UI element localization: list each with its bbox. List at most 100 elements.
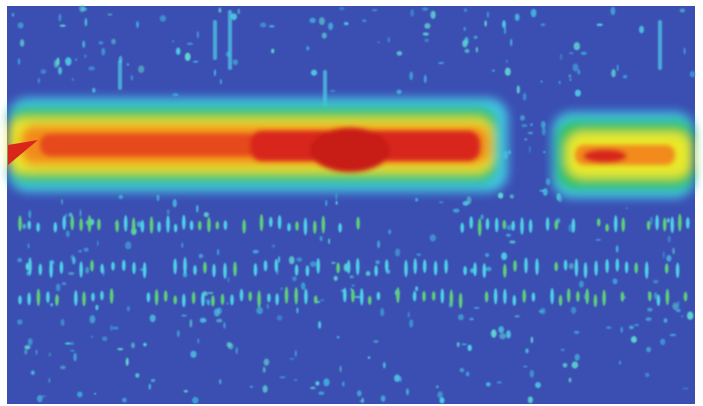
- speckle: [372, 9, 378, 11]
- speckle: [289, 358, 294, 360]
- speckle: [177, 330, 180, 337]
- harmonic-dot: [322, 216, 326, 234]
- speckle: [575, 90, 581, 97]
- speckle: [464, 8, 467, 12]
- speckle: [167, 209, 170, 214]
- harmonic-dot: [28, 257, 32, 275]
- harmonic-dot: [584, 262, 588, 278]
- speckle: [54, 60, 59, 68]
- harmonic-dot: [70, 215, 74, 230]
- speckle: [228, 277, 230, 282]
- speckle: [400, 376, 402, 382]
- speckle: [509, 240, 515, 243]
- harmonic-dot: [648, 291, 652, 301]
- speckle: [667, 218, 670, 223]
- speckle: [77, 392, 83, 398]
- speckle: [377, 240, 380, 248]
- speckle: [138, 65, 144, 73]
- speckle: [38, 78, 40, 83]
- speckle: [397, 90, 402, 95]
- harmonic-dot: [143, 262, 147, 278]
- harmonic-dot: [223, 263, 227, 279]
- speckle: [501, 252, 507, 260]
- speckle: [506, 59, 508, 63]
- harmonic-dot: [444, 259, 448, 273]
- harmonic-dot: [97, 219, 101, 231]
- speckle: [220, 79, 222, 84]
- harmonic-dot: [147, 292, 151, 302]
- harmonic-dot: [141, 220, 145, 232]
- speckle: [279, 376, 285, 378]
- band-main: [8, 98, 508, 192]
- speckle: [499, 333, 506, 339]
- harmonic-dot: [572, 218, 576, 232]
- speckle: [17, 258, 22, 262]
- harmonic-dot: [240, 289, 244, 301]
- speckle: [233, 59, 238, 65]
- speckle: [680, 9, 685, 13]
- harmonic-dot: [597, 218, 601, 226]
- speckle: [621, 327, 623, 333]
- harmonic-dot: [192, 292, 196, 304]
- speckle: [281, 287, 283, 290]
- speckle: [397, 51, 403, 56]
- harmonic-dot: [216, 221, 220, 229]
- streak: [213, 20, 217, 60]
- speckle: [524, 138, 527, 140]
- speckle: [388, 229, 391, 234]
- harmonic-dot: [625, 261, 629, 273]
- harmonic-dot: [27, 221, 31, 230]
- speckle: [78, 250, 82, 252]
- harmonic-dot: [36, 223, 40, 232]
- speckle: [181, 315, 186, 317]
- speckle: [410, 9, 414, 17]
- speckle: [666, 255, 671, 262]
- speckle: [458, 314, 464, 320]
- speckle: [645, 373, 650, 377]
- harmonic-dot: [18, 216, 22, 232]
- speckle: [373, 340, 378, 342]
- speckle: [629, 326, 634, 330]
- speckle: [560, 54, 562, 61]
- speckle: [340, 366, 342, 373]
- speckle: [383, 362, 386, 369]
- speckle: [531, 9, 537, 18]
- speckle: [611, 69, 616, 77]
- speckle: [439, 201, 443, 203]
- speckle: [277, 315, 283, 321]
- harmonic-dot: [494, 288, 498, 304]
- speckle: [606, 326, 611, 328]
- harmonic-dot: [529, 219, 533, 233]
- speckle: [206, 299, 210, 304]
- speckle: [310, 261, 316, 267]
- speckle: [289, 256, 295, 264]
- speckle: [350, 276, 354, 279]
- harmonic-dot: [422, 291, 426, 302]
- harmonic-dot: [423, 259, 427, 273]
- speckle: [574, 42, 580, 50]
- speckle: [498, 326, 504, 333]
- speckle: [505, 68, 511, 76]
- speckle: [24, 345, 30, 349]
- speckle: [20, 39, 24, 47]
- harmonic-dot: [602, 290, 606, 306]
- speckle: [463, 27, 466, 31]
- speckle: [623, 75, 627, 79]
- speckle: [190, 351, 196, 358]
- speckle: [88, 66, 95, 70]
- speckle: [185, 53, 191, 61]
- speckle: [322, 33, 327, 39]
- speckle: [94, 393, 96, 395]
- speckle: [528, 396, 533, 403]
- speckle: [328, 22, 333, 30]
- speckle: [558, 195, 562, 202]
- speckle: [646, 347, 651, 352]
- harmonic-dot: [576, 291, 580, 302]
- harmonic-dot: [343, 288, 347, 303]
- speckle: [127, 63, 129, 66]
- harmonic-dot: [605, 224, 609, 232]
- speckle: [510, 194, 514, 198]
- speckle: [617, 64, 619, 71]
- harmonic-dot: [212, 264, 216, 277]
- speckle: [181, 243, 183, 248]
